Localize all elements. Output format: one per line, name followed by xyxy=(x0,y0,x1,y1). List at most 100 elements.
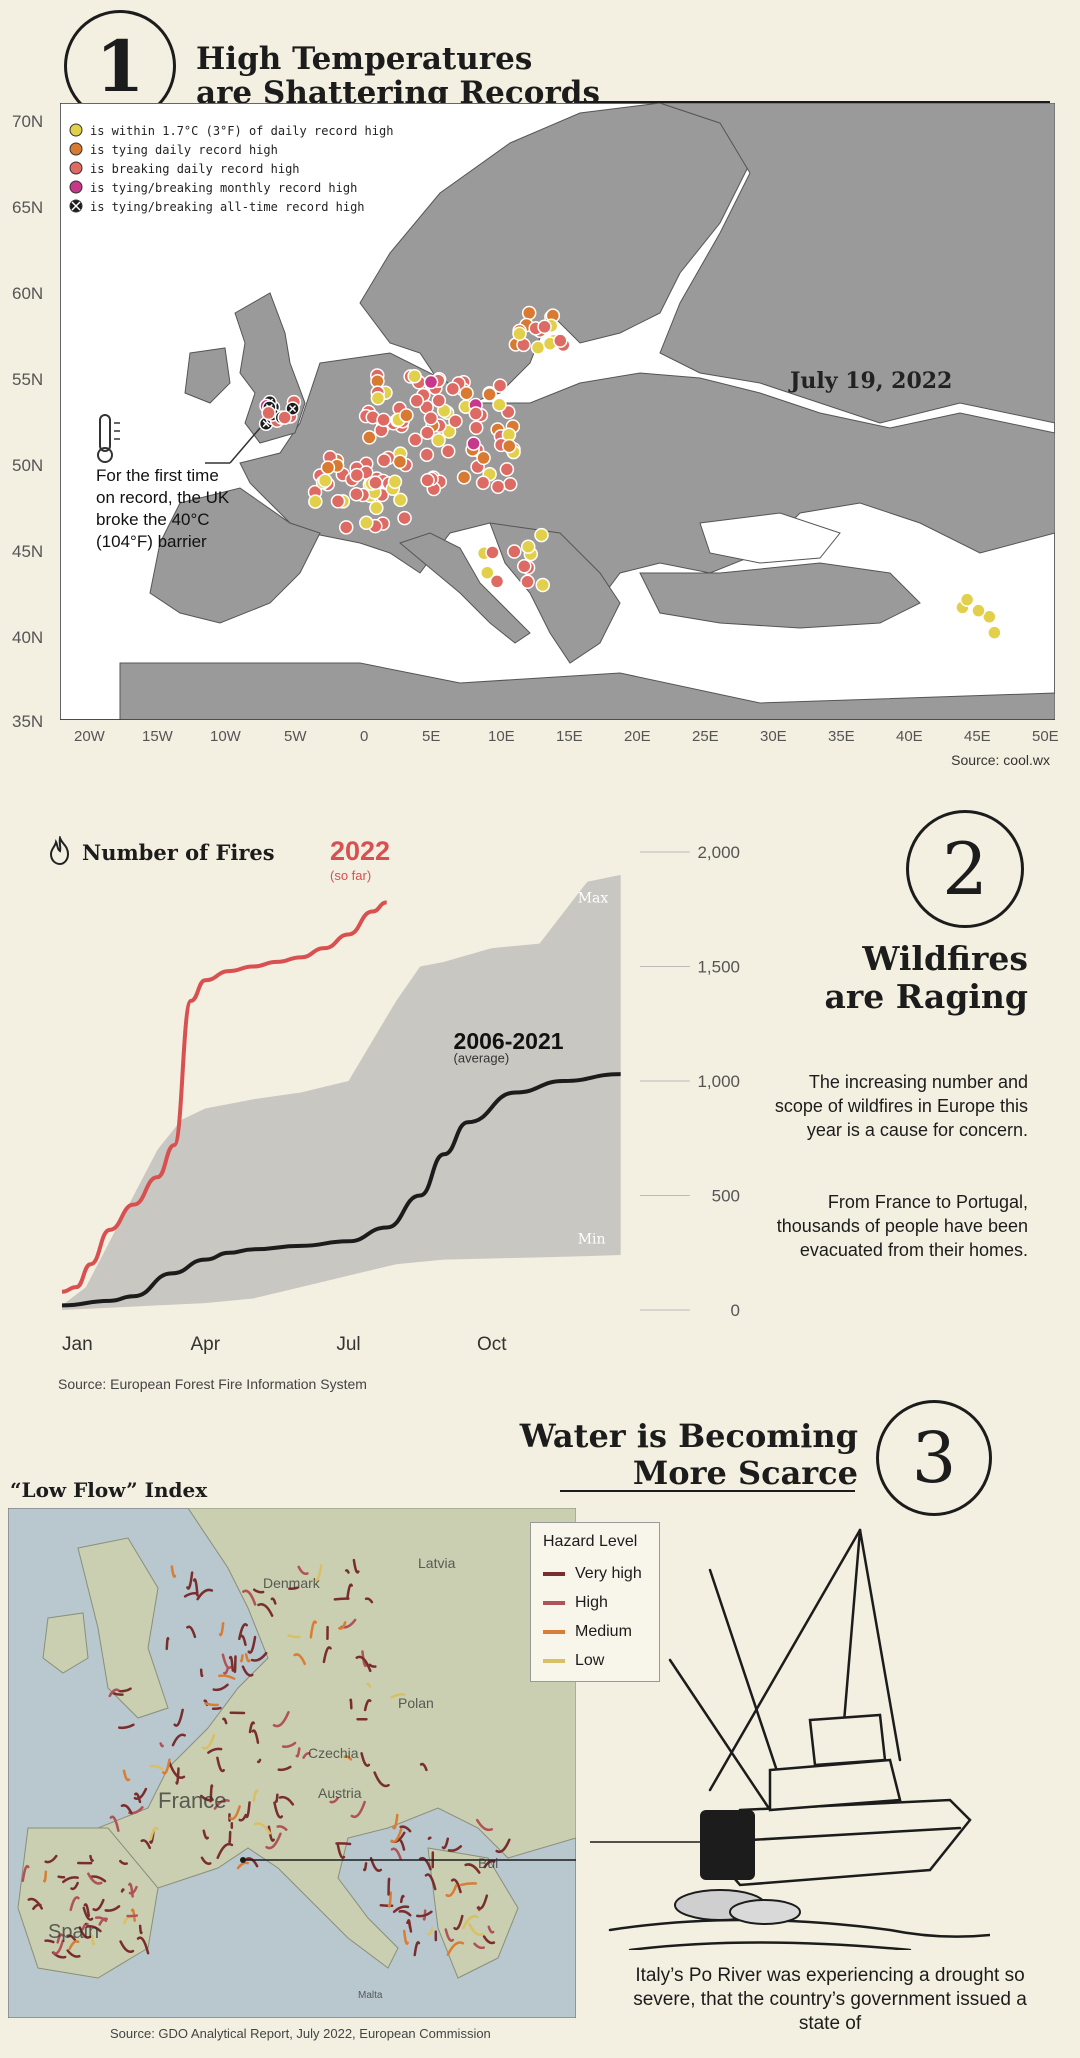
chart2-source: Source: European Forest Fire Information… xyxy=(58,1376,367,1392)
record-dot xyxy=(261,405,276,421)
hazard-streak xyxy=(427,1836,432,1840)
hazard-streak xyxy=(422,1909,427,1921)
record-dot xyxy=(399,408,414,423)
hazard-streak xyxy=(346,1583,353,1600)
map1-callout: For the first time on record, the UK bro… xyxy=(96,466,230,551)
hazard-streak xyxy=(495,1838,511,1854)
hazard-streak xyxy=(78,1926,92,1939)
hazard-legend: Hazard Level Very high High Medium Low xyxy=(530,1522,660,1682)
hazard-streak xyxy=(207,1747,223,1754)
hazard-streak xyxy=(66,1949,81,1958)
record-dot xyxy=(501,438,517,454)
hazard-streak xyxy=(90,1934,96,1946)
hazard-streak xyxy=(252,1789,259,1802)
hazard-streak xyxy=(87,1872,103,1885)
hazard-streak xyxy=(256,1758,262,1764)
hazard-streak xyxy=(272,1710,290,1728)
record-dot xyxy=(362,430,377,445)
record-dot xyxy=(535,577,551,593)
section2-title-line2: are Raging xyxy=(824,977,1029,1016)
hazard-streak xyxy=(273,1801,284,1819)
record-dot xyxy=(423,411,439,426)
record-dot xyxy=(517,559,532,574)
hazard-streak xyxy=(333,1597,350,1601)
hazard-streak xyxy=(419,1762,428,1772)
hazard-streak xyxy=(204,1702,219,1707)
record-dot xyxy=(420,473,435,488)
map3-label-bulgaria: Bul xyxy=(478,1855,498,1871)
section3-title-line2: More Scarce xyxy=(632,1454,858,1492)
hazard-streak xyxy=(464,1863,481,1874)
hazard-streak xyxy=(402,1929,409,1945)
hazard-streak xyxy=(70,1881,79,1891)
hazard-streak xyxy=(119,1859,128,1865)
hazard-streak xyxy=(130,1908,136,1922)
hazard-streak xyxy=(297,1565,309,1576)
hazard-streak xyxy=(27,1897,44,1910)
map3-land-continent xyxy=(97,1508,576,1969)
hazard-streak xyxy=(349,1698,353,1710)
chart2-x-ticks: Jan Apr Jul Oct xyxy=(62,1334,507,1355)
map1-land-balkans xyxy=(489,522,621,664)
hazard-streak xyxy=(363,1699,372,1712)
hazard-streak xyxy=(444,1928,455,1942)
hazard-streak xyxy=(229,1805,241,1821)
hazard-streak xyxy=(118,1687,132,1693)
hazard-streak xyxy=(98,1917,108,1926)
record-dot xyxy=(537,319,552,335)
legend-dot xyxy=(69,180,83,194)
hazard-streak xyxy=(407,1919,412,1929)
lon-tick: 45E xyxy=(964,728,991,745)
legend-label: is tying/breaking monthly record high xyxy=(90,181,357,195)
map1-dots-layer xyxy=(258,305,1002,640)
map1-land-northeast xyxy=(659,103,1055,424)
map1-legend: is within 1.7°C (3°F) of daily record hi… xyxy=(69,123,393,214)
record-dot xyxy=(476,450,491,466)
map3-land-uk xyxy=(77,1537,169,1719)
hazard-streak xyxy=(119,1940,135,1953)
series-average-label: 2006-2021 xyxy=(454,1028,564,1054)
hazard-streak xyxy=(216,1756,226,1773)
y-tick-label: 500 xyxy=(712,1187,740,1206)
hazard-streak xyxy=(126,1914,139,1918)
hazard-streak xyxy=(128,1885,138,1895)
record-dot xyxy=(982,609,997,625)
lowflow-map-title: “Low Flow” Index xyxy=(10,1478,208,1502)
lat-tick: 40N xyxy=(12,628,44,647)
hazard-streak xyxy=(446,1941,465,1956)
record-dot xyxy=(397,510,412,526)
map3-label-austria: Austria xyxy=(318,1785,362,1801)
hazard-streak xyxy=(140,1839,152,1850)
hazard-streak xyxy=(32,1903,42,1910)
record-dot xyxy=(330,494,346,509)
record-dot xyxy=(512,326,527,342)
hazard-streak xyxy=(309,1620,318,1639)
hazard-streak xyxy=(134,1792,142,1804)
hazard-streak xyxy=(223,1666,230,1675)
section2-title-line1: Wildfires xyxy=(862,939,1028,978)
lon-tick: 30E xyxy=(760,728,787,745)
hazard-streak xyxy=(278,1795,295,1806)
hazard-streak xyxy=(335,1842,352,1846)
hazard-streak xyxy=(360,1752,371,1767)
hazard-streak xyxy=(267,1825,275,1842)
hazard-streak xyxy=(52,1939,65,1955)
section1-divider xyxy=(580,101,1050,103)
record-dot xyxy=(507,544,522,559)
hazard-streak xyxy=(44,1854,58,1864)
hazard-legend-label: Medium xyxy=(575,1622,632,1640)
hazard-swatch xyxy=(543,1658,565,1663)
record-dot xyxy=(459,385,474,401)
hazard-streak xyxy=(473,1942,486,1950)
record-dot xyxy=(440,444,456,459)
record-dot xyxy=(317,473,333,488)
lon-tick: 5E xyxy=(422,728,441,745)
hazard-streak xyxy=(392,1905,410,1914)
map1-callout-line-4: (104°F) barrier xyxy=(96,532,207,551)
map1-black-sea xyxy=(699,512,841,564)
hazard-streak xyxy=(241,1665,254,1677)
record-dot xyxy=(521,305,537,321)
hazard-streak xyxy=(487,1925,495,1934)
hazard-streak xyxy=(379,1903,394,1908)
record-dot xyxy=(419,447,435,462)
